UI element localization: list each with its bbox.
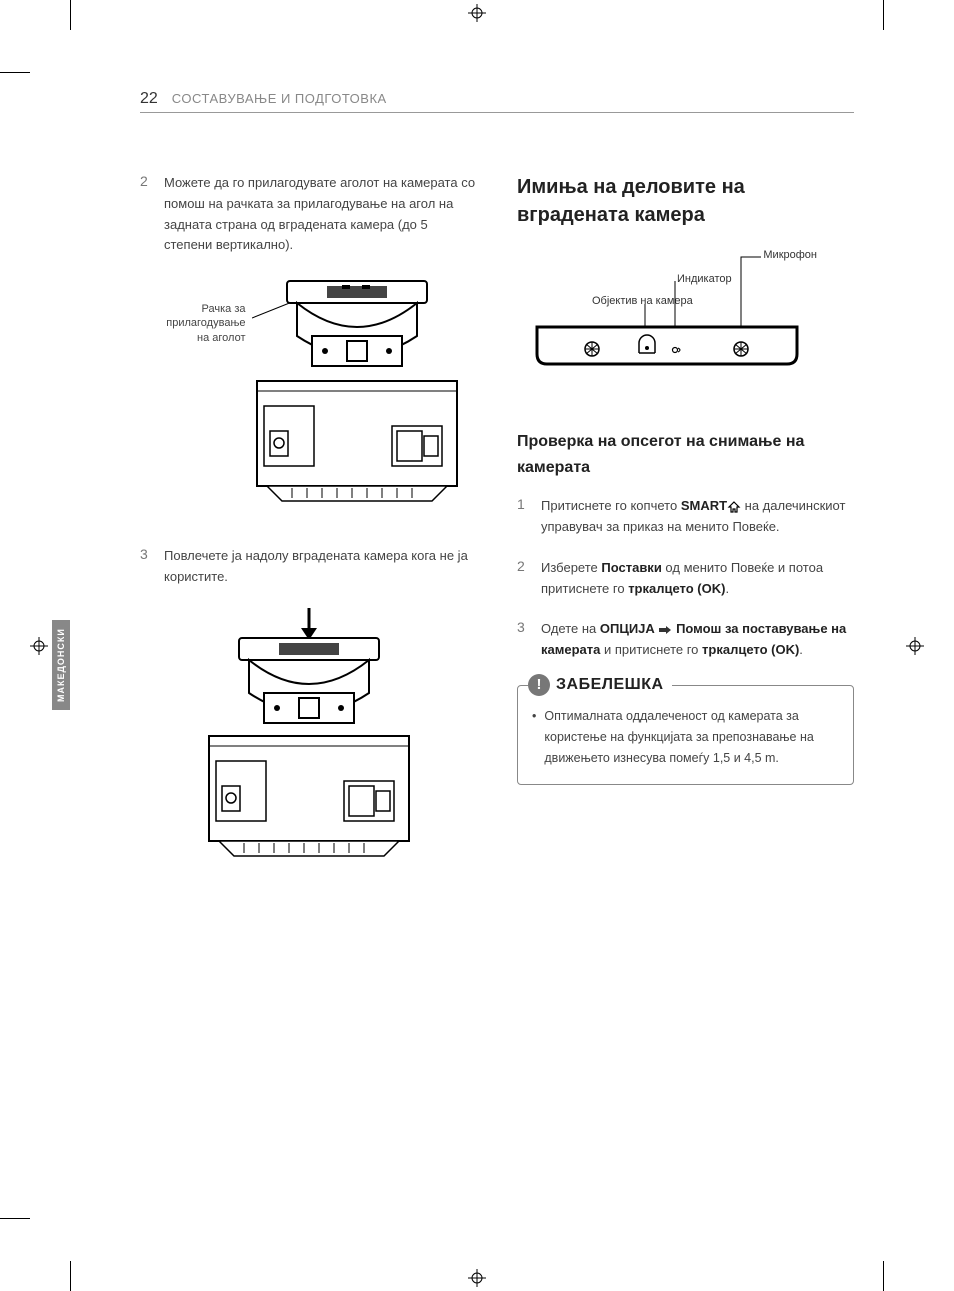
check-step-1: 1 Притиснете го копчето SMART на далечин… — [517, 496, 854, 538]
diagram-label: Рачка за прилагодување на аголот — [156, 276, 246, 345]
crop-mark — [70, 1261, 71, 1291]
section-title: СОСТАВУВАЊЕ И ПОДГОТОВКА — [172, 91, 387, 106]
language-tab: МАКЕДОНСКИ — [52, 620, 70, 710]
step-2: 2 Можете да го прилагодувате аголот на к… — [140, 173, 477, 256]
step-text: Притиснете го копчето SMART на далечинск… — [541, 496, 854, 538]
step-3: 3 Повлечете ја надолу вградената камера … — [140, 546, 477, 588]
angle-adjust-diagram: Рачка за прилагодување на аголот — [140, 276, 477, 506]
crop-mark — [0, 1218, 30, 1219]
note-body: •Оптималната оддалеченост од камерата за… — [532, 700, 839, 770]
check-step-3: 3 Одете на ОПЦИЈА Помош за поставување н… — [517, 619, 854, 661]
right-column: Имиња на деловите на вградената камера М… — [517, 173, 854, 898]
step-number: 3 — [517, 619, 529, 661]
arrow-right-icon — [658, 625, 672, 635]
mic-grille-icon — [585, 342, 599, 356]
step-number: 1 — [517, 496, 529, 538]
crop-mark — [883, 1261, 884, 1291]
page-header: 22 СОСТАВУВАЊЕ И ПОДГОТОВКА — [140, 90, 854, 113]
registration-mark-icon — [30, 637, 48, 655]
mic-grille-icon — [734, 342, 748, 356]
registration-mark-icon — [468, 1269, 486, 1287]
home-icon — [727, 501, 741, 513]
bullet-icon: • — [532, 706, 536, 770]
registration-mark-icon — [468, 4, 486, 22]
note-box: ! ЗАБЕЛЕШКА •Оптималната оддалеченост од… — [517, 685, 854, 785]
step-text: Можете да го прилагодувате аголот на кам… — [164, 173, 477, 256]
subsection-heading: Проверка на опсегот на снимање на камера… — [517, 429, 854, 480]
step-number: 2 — [140, 173, 152, 256]
crop-mark — [0, 72, 30, 73]
check-step-2: 2 Изберете Поставки од менито Повеќе и п… — [517, 558, 854, 600]
push-down-diagram — [140, 608, 477, 858]
info-icon: ! — [528, 674, 550, 696]
step-text: Повлечете ја надолу вградената камера ко… — [164, 546, 477, 588]
crop-mark — [883, 0, 884, 30]
camera-parts-svg-icon — [517, 249, 817, 389]
step-text: Одете на ОПЦИЈА Помош за поставување на … — [541, 619, 854, 661]
crop-mark — [70, 0, 71, 30]
step-number: 2 — [517, 558, 529, 600]
camera-parts-diagram: Микрофон Индикатор Објектив на камера — [517, 249, 817, 389]
step-number: 3 — [140, 546, 152, 588]
section-heading: Имиња на деловите на вградената камера — [517, 173, 854, 229]
camera-pushdown-diagram-icon — [204, 608, 414, 858]
registration-mark-icon — [906, 637, 924, 655]
note-header: ! ЗАБЕЛЕШКА — [528, 674, 672, 696]
step-text: Изберете Поставки од менито Повеќе и пот… — [541, 558, 854, 600]
page-number: 22 — [140, 90, 158, 108]
camera-angle-diagram-icon — [252, 276, 462, 506]
left-column: 2 Можете да го прилагодувате аголот на к… — [140, 173, 477, 898]
note-title: ЗАБЕЛЕШКА — [556, 676, 664, 694]
